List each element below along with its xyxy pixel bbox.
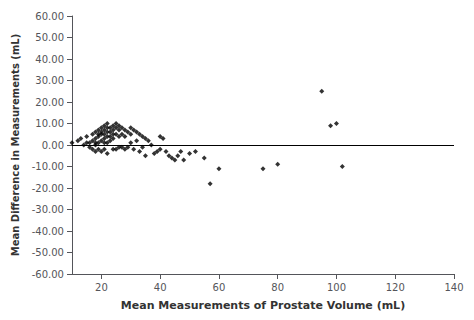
svg-text:Mean Difference in Measurement: Mean Difference in Measurements (mL) — [10, 34, 21, 256]
svg-text:50.00: 50.00 — [35, 32, 64, 43]
svg-text:-60.00: -60.00 — [32, 269, 64, 280]
svg-text:-10.00: -10.00 — [32, 161, 64, 172]
svg-text:100: 100 — [327, 282, 346, 293]
svg-text:-30.00: -30.00 — [32, 204, 64, 215]
svg-text:60.00: 60.00 — [35, 11, 64, 22]
svg-text:-20.00: -20.00 — [32, 183, 64, 194]
svg-text:Mean Measurements of Prostate: Mean Measurements of Prostate Volume (mL… — [121, 299, 405, 312]
svg-text:-50.00: -50.00 — [32, 247, 64, 258]
svg-text:120: 120 — [386, 282, 405, 293]
svg-text:0.00: 0.00 — [42, 140, 64, 151]
svg-text:20.00: 20.00 — [35, 97, 64, 108]
svg-text:40: 40 — [154, 282, 167, 293]
svg-text:10.00: 10.00 — [35, 118, 64, 129]
svg-text:60: 60 — [213, 282, 226, 293]
svg-text:80: 80 — [271, 282, 284, 293]
svg-text:30.00: 30.00 — [35, 75, 64, 86]
svg-text:-40.00: -40.00 — [32, 226, 64, 237]
svg-text:140: 140 — [444, 282, 463, 293]
svg-text:20: 20 — [95, 282, 108, 293]
svg-text:40.00: 40.00 — [35, 54, 64, 65]
